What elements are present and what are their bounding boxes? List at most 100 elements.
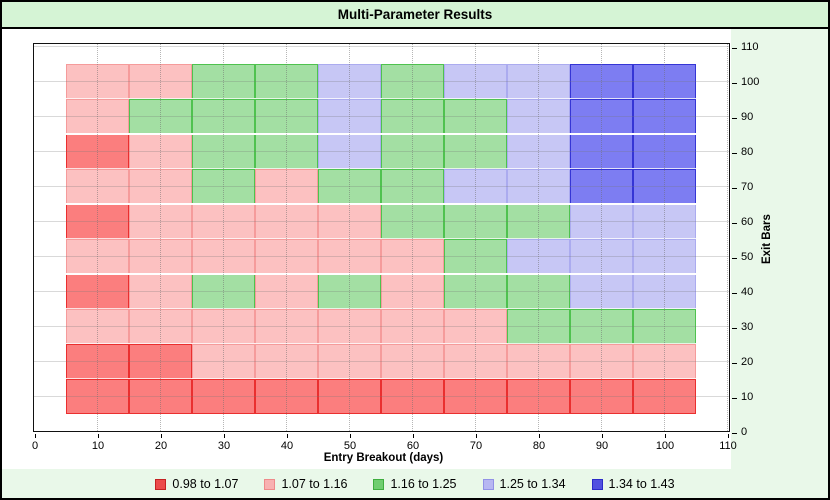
x-axis-tick-label: 30 bbox=[217, 440, 231, 452]
x-axis-tick bbox=[287, 434, 288, 438]
gridline-horizontal bbox=[34, 116, 729, 117]
y-axis-tick-label: 90 bbox=[741, 111, 754, 123]
chart-title: Multi-Parameter Results bbox=[337, 7, 493, 22]
x-axis-tick-label: 90 bbox=[595, 440, 609, 452]
y-axis-tick bbox=[732, 293, 737, 294]
gridline-horizontal bbox=[34, 186, 729, 187]
x-axis-tick-label: 60 bbox=[406, 440, 420, 452]
legend-item: 1.16 to 1.25 bbox=[373, 477, 457, 491]
gridline-vertical bbox=[286, 44, 287, 431]
legend-label: 1.34 to 1.43 bbox=[608, 477, 675, 491]
y-axis-tick bbox=[732, 223, 737, 224]
legend-swatch bbox=[482, 478, 494, 490]
x-axis-tick bbox=[98, 434, 99, 438]
y-axis-tick-label: 50 bbox=[741, 251, 754, 263]
x-axis-tick bbox=[539, 434, 540, 438]
row-separator bbox=[65, 202, 696, 205]
legend-label: 0.98 to 1.07 bbox=[172, 477, 239, 491]
y-axis-tick bbox=[732, 433, 737, 434]
legend-swatch bbox=[591, 478, 603, 490]
row-separator bbox=[65, 308, 696, 309]
y-axis-tick bbox=[732, 328, 737, 329]
y-axis-tick bbox=[732, 398, 737, 399]
gridline-horizontal bbox=[34, 256, 729, 257]
x-axis: 0 10 20 30 40 50 60 70 80 90 100 110 bbox=[32, 434, 737, 470]
y-axis-tick-label: 110 bbox=[741, 41, 759, 53]
y-axis: 0 10 20 30 40 50 60 70 80 90 100 110 bbox=[732, 41, 830, 438]
y-axis-tick bbox=[732, 118, 737, 119]
gridline-horizontal bbox=[34, 361, 729, 362]
gridline-horizontal bbox=[34, 221, 729, 222]
gridline-vertical bbox=[475, 44, 476, 431]
x-axis-tick-label: 0 bbox=[31, 440, 39, 452]
legend-swatch bbox=[264, 478, 276, 490]
gridline-horizontal bbox=[34, 326, 729, 327]
legend-item: 1.07 to 1.16 bbox=[264, 477, 347, 491]
x-axis-tick bbox=[224, 434, 225, 438]
y-axis-title: Exit Bars bbox=[761, 214, 773, 265]
y-axis-tick bbox=[732, 188, 737, 189]
gridline-vertical bbox=[412, 44, 413, 431]
legend: 0.98 to 1.07 1.07 to 1.16 1.16 to 1.25 1.25… bbox=[4, 472, 826, 496]
gridline-horizontal bbox=[34, 291, 729, 292]
x-axis-tick bbox=[161, 434, 162, 438]
gridline-horizontal bbox=[34, 396, 729, 397]
y-axis-tick bbox=[732, 83, 737, 84]
row-separator bbox=[65, 378, 696, 379]
x-axis-tick-label: 110 bbox=[719, 440, 737, 452]
y-axis-tick bbox=[732, 258, 737, 259]
legend-swatch bbox=[373, 478, 385, 490]
y-axis-tick-label: 80 bbox=[741, 146, 754, 158]
y-axis-tick-label: 60 bbox=[741, 216, 754, 228]
row-separator bbox=[65, 343, 696, 344]
x-axis-tick-label: 20 bbox=[154, 440, 168, 452]
gridline-horizontal bbox=[34, 151, 729, 152]
legend-label: 1.16 to 1.25 bbox=[390, 477, 457, 491]
row-separator bbox=[65, 98, 696, 99]
x-axis-tick bbox=[413, 434, 414, 438]
row-separator bbox=[65, 272, 696, 275]
x-axis-tick-label: 50 bbox=[343, 440, 357, 452]
y-axis-tick bbox=[732, 363, 737, 364]
legend-item: 1.34 to 1.43 bbox=[591, 477, 675, 491]
y-axis-tick-label: 30 bbox=[741, 321, 754, 333]
legend-item: 0.98 to 1.07 bbox=[155, 477, 238, 491]
gridline-horizontal bbox=[34, 46, 729, 47]
gridline-vertical bbox=[160, 44, 161, 431]
gridline-vertical bbox=[97, 44, 98, 431]
legend-item: 1.25 to 1.34 bbox=[482, 477, 566, 491]
y-axis-tick-label: 40 bbox=[741, 286, 754, 298]
y-axis-tick-label: 100 bbox=[741, 76, 760, 88]
x-axis-tick-label: 10 bbox=[91, 440, 105, 452]
gridline-vertical bbox=[601, 44, 602, 431]
x-axis-tick bbox=[728, 434, 729, 438]
y-axis-tick bbox=[732, 153, 737, 154]
gridline-vertical bbox=[664, 44, 665, 431]
y-axis-tick-label: 0 bbox=[741, 426, 748, 438]
plot-area bbox=[33, 43, 730, 432]
x-axis-tick-label: 70 bbox=[469, 440, 483, 452]
x-axis-tick bbox=[350, 434, 351, 438]
y-axis-tick bbox=[732, 48, 737, 49]
gridline-horizontal bbox=[34, 81, 729, 82]
y-axis-tick-label: 10 bbox=[741, 391, 754, 403]
row-separator bbox=[65, 132, 696, 135]
x-axis-tick-label: 40 bbox=[280, 440, 294, 452]
gridline-vertical bbox=[727, 44, 728, 431]
row-separator bbox=[65, 168, 696, 169]
y-axis-tick-label: 20 bbox=[741, 356, 754, 368]
x-axis-title: Entry Breakout (days) bbox=[323, 452, 444, 464]
legend-swatch bbox=[155, 478, 167, 490]
legend-label: 1.07 to 1.16 bbox=[281, 477, 348, 491]
chart-title-bar: Multi-Parameter Results bbox=[2, 2, 828, 29]
gridline-vertical bbox=[349, 44, 350, 431]
x-axis-tick bbox=[602, 434, 603, 438]
x-axis-tick bbox=[35, 434, 36, 438]
gridline-vertical bbox=[223, 44, 224, 431]
x-axis-tick-label: 100 bbox=[655, 440, 675, 452]
x-axis-tick bbox=[665, 434, 666, 438]
row-separator bbox=[65, 238, 696, 239]
y-axis-tick-label: 70 bbox=[741, 181, 754, 193]
gridline-vertical bbox=[538, 44, 539, 431]
